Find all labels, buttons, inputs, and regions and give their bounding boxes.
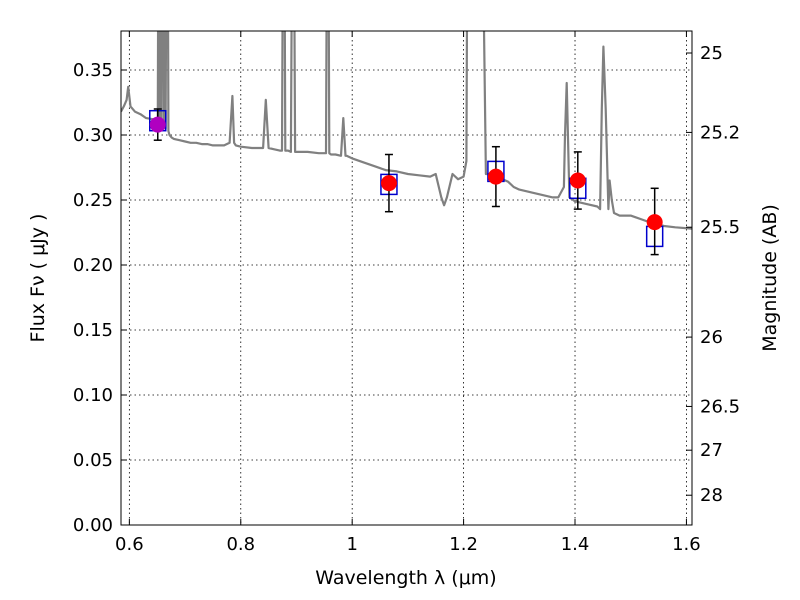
plot-frame xyxy=(120,30,693,526)
model-spectrum-line xyxy=(121,31,692,230)
y-tick-label: 0.15 xyxy=(73,320,113,341)
model-spectrum-layer xyxy=(121,31,692,230)
x-tick-label: 1.4 xyxy=(561,534,590,555)
observed-flux-point xyxy=(487,168,504,185)
x-tick-label: 0.6 xyxy=(115,534,144,555)
right-axis-label: Magnitude (AB) xyxy=(759,204,781,352)
observed-flux-point xyxy=(380,175,397,192)
y-tick-label: 0.10 xyxy=(73,385,113,406)
y-tick-label: 0.25 xyxy=(73,190,113,211)
right-tick-label: 26.5 xyxy=(700,396,740,417)
x-tick-label: 1.2 xyxy=(449,534,478,555)
right-tick-label: 26 xyxy=(700,327,723,348)
x-tick-label: 1 xyxy=(346,534,357,555)
observed-flux-point xyxy=(149,116,166,133)
x-tick-label: 0.8 xyxy=(226,534,255,555)
right-tick-label: 28 xyxy=(700,485,723,506)
right-tick-label: 25 xyxy=(700,43,723,64)
axis-ticks: 0.6 0.8 1 1.2 1.4 1.6 0.00 0.05 0.10 0.15 0.20 0.25… xyxy=(73,31,740,555)
right-tick-label: 27 xyxy=(700,440,723,461)
y-tick-label: 0.00 xyxy=(73,515,113,536)
right-tick-label: 25.5 xyxy=(700,217,740,238)
y-tick-label: 0.30 xyxy=(73,125,113,146)
observed-photometry-layer xyxy=(149,108,663,256)
y-tick-label: 0.20 xyxy=(73,255,113,276)
y-tick-label: 0.35 xyxy=(73,60,113,81)
x-tick-label: 1.6 xyxy=(672,534,701,555)
observed-flux-point xyxy=(569,172,586,189)
y-axis-label: Flux Fν ( μJy ) xyxy=(27,214,49,343)
x-axis-label: Wavelength λ (μm) xyxy=(315,567,496,589)
right-tick-label: 25.2 xyxy=(700,122,740,143)
observed-flux-point xyxy=(646,214,663,231)
y-tick-label: 0.05 xyxy=(73,450,113,471)
